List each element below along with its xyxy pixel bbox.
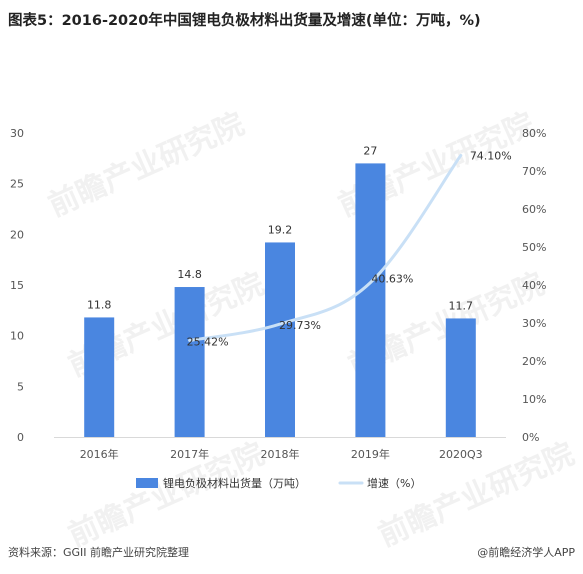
y-right-tick-label: 0% xyxy=(522,431,539,444)
bar-value-label: 14.8 xyxy=(177,268,202,281)
y-right-tick-label: 60% xyxy=(522,203,546,216)
y-left-tick-label: 20 xyxy=(10,228,24,241)
y-right-tick-label: 50% xyxy=(522,241,546,254)
x-tick-label: 2017年 xyxy=(170,447,209,461)
x-tick-label: 2018年 xyxy=(261,447,300,461)
legend-bar-label: 锂电负极材料出货量（万吨） xyxy=(163,476,306,490)
x-tick-label: 2016年 xyxy=(80,447,119,461)
y-right-tick-label: 30% xyxy=(522,317,546,330)
line-value-label: 29.73% xyxy=(279,319,321,332)
x-tick-label: 2020Q3 xyxy=(439,448,483,461)
y-right-tick-label: 70% xyxy=(522,165,546,178)
y-left-tick-label: 5 xyxy=(17,380,24,393)
bar-value-label: 11.7 xyxy=(449,299,474,312)
y-right-tick-label: 80% xyxy=(522,127,546,140)
growth-line xyxy=(188,153,463,342)
bar xyxy=(355,163,386,437)
line-value-label: 25.42% xyxy=(187,335,229,348)
line-value-label: 74.10% xyxy=(470,149,512,162)
legend-line-label: 增速（%） xyxy=(367,476,421,490)
chart-title: 图表5：2016-2020年中国锂电负极材料出货量及增速(单位：万吨，%) xyxy=(8,13,481,29)
bar-value-label: 27 xyxy=(363,144,377,157)
credit-note: @前瞻经济学人APP xyxy=(477,546,575,559)
bar xyxy=(265,242,295,437)
y-left-tick-label: 15 xyxy=(10,279,24,292)
bar xyxy=(445,318,476,437)
bar-value-label: 11.8 xyxy=(87,298,112,311)
y-left-tick-label: 30 xyxy=(10,127,24,140)
x-tick-label: 2019年 xyxy=(351,447,390,461)
bar xyxy=(174,287,205,437)
bar xyxy=(84,317,115,437)
y-right-tick-label: 20% xyxy=(522,355,546,368)
y-right-tick-label: 40% xyxy=(522,279,546,292)
source-note: 资料来源：GGII 前瞻产业研究院整理 xyxy=(8,546,190,559)
legend-bar-swatch xyxy=(136,478,158,488)
line-value-label: 40.63% xyxy=(371,273,413,286)
y-left-tick-label: 10 xyxy=(10,330,24,343)
y-right-tick-label: 10% xyxy=(522,393,546,406)
bar-value-label: 19.2 xyxy=(268,223,293,236)
y-left-tick-label: 25 xyxy=(10,178,24,191)
y-left-tick-label: 0 xyxy=(17,431,24,444)
